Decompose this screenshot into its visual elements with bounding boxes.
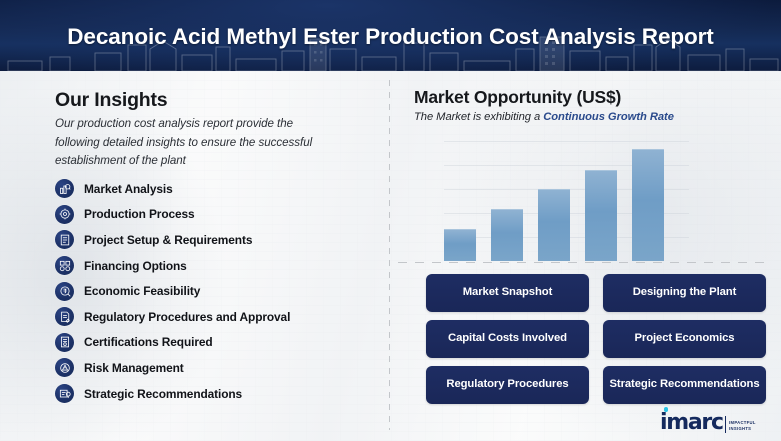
risk-management-icon	[55, 358, 74, 378]
logo-wordmark-wrap: imarc	[660, 407, 724, 435]
list-item[interactable]: Certifications Required	[55, 330, 375, 356]
list-item[interactable]: Market Analysis	[55, 176, 375, 202]
insights-heading: Our Insights	[55, 89, 168, 111]
capital-costs-involved-button[interactable]: Capital Costs Involved	[426, 320, 589, 358]
logo-tagline-line2: INSIGHTS	[729, 425, 752, 431]
vertical-divider	[389, 80, 390, 430]
market-analysis-icon	[55, 179, 74, 199]
logo-divider	[724, 416, 727, 433]
strategic-recommendations-icon	[55, 384, 74, 404]
list-item[interactable]: Financing Options	[55, 253, 375, 279]
chart-bar	[538, 189, 570, 261]
list-item[interactable]: Regulatory Procedures and Approval	[55, 304, 375, 330]
logo-tagline: IMPACTFUL INSIGHTS	[729, 420, 756, 431]
market-opportunity-bar-chart	[444, 141, 689, 261]
list-item-label: Production Process	[84, 207, 195, 222]
chart-bars-container	[444, 141, 689, 261]
regulatory-procedures-button[interactable]: Regulatory Procedures	[426, 366, 589, 404]
city-skyline-graphic	[7, 36, 779, 71]
topic-button-grid: Market Snapshot Designing the Plant Capi…	[426, 274, 766, 404]
list-item-label: Strategic Recommendations	[84, 386, 243, 401]
chart-bar	[632, 149, 664, 261]
list-item[interactable]: Economic Feasibility	[55, 278, 375, 304]
page-header: Decanoic Acid Methyl Ester Production Co…	[0, 0, 781, 71]
project-economics-button[interactable]: Project Economics	[603, 320, 766, 358]
regulatory-procedures-icon	[55, 307, 74, 327]
list-item-label: Financing Options	[84, 258, 187, 273]
list-item-label: Certifications Required	[84, 335, 213, 350]
list-item[interactable]: Production Process	[55, 202, 375, 228]
insights-list: Market Analysis Production Process	[55, 176, 375, 406]
list-item-label: Project Setup & Requirements	[84, 232, 253, 247]
market-opportunity-heading: Market Opportunity (US$)	[414, 87, 622, 107]
economic-feasibility-icon	[55, 281, 74, 301]
logo-dot-icon	[663, 407, 668, 412]
chart-bar	[491, 209, 523, 261]
chart-bar	[585, 169, 617, 261]
chart-bar	[444, 228, 476, 261]
list-item[interactable]: Risk Management	[55, 355, 375, 381]
list-item-label: Market Analysis	[84, 181, 173, 196]
subtitle-plain-text: The Market is exhibiting a	[414, 111, 544, 123]
market-opportunity-panel: Market Opportunity (US$) The Market is e…	[389, 71, 781, 441]
list-item-label: Regulatory Procedures and Approval	[84, 309, 291, 324]
list-item-label: Risk Management	[84, 360, 184, 375]
certifications-icon	[55, 332, 74, 352]
list-item[interactable]: Project Setup & Requirements	[55, 227, 375, 253]
insights-panel: Our Insights Our production cost analysi…	[0, 71, 389, 441]
financing-options-icon	[55, 256, 74, 276]
list-item-label: Economic Feasibility	[84, 284, 201, 299]
market-opportunity-subtitle: The Market is exhibiting a Continuous Gr…	[414, 111, 674, 123]
horizontal-divider	[398, 262, 768, 263]
list-item[interactable]: Strategic Recommendations	[55, 381, 375, 407]
market-snapshot-button[interactable]: Market Snapshot	[426, 274, 589, 312]
strategic-recommendations-button[interactable]: Strategic Recommendations	[603, 366, 766, 404]
production-process-icon	[55, 204, 74, 224]
logo-wordmark: imarc	[660, 410, 724, 435]
imarc-logo: imarc IMPACTFUL INSIGHTS	[660, 404, 760, 434]
designing-the-plant-button[interactable]: Designing the Plant	[603, 274, 766, 312]
project-setup-icon	[55, 230, 74, 250]
page-title: Decanoic Acid Methyl Ester Production Co…	[67, 24, 714, 49]
insights-subtitle: Our production cost analysis report prov…	[55, 117, 313, 167]
logo-tagline-line1: IMPACTFUL	[729, 420, 756, 426]
subtitle-highlight-text: Continuous Growth Rate	[543, 111, 674, 123]
